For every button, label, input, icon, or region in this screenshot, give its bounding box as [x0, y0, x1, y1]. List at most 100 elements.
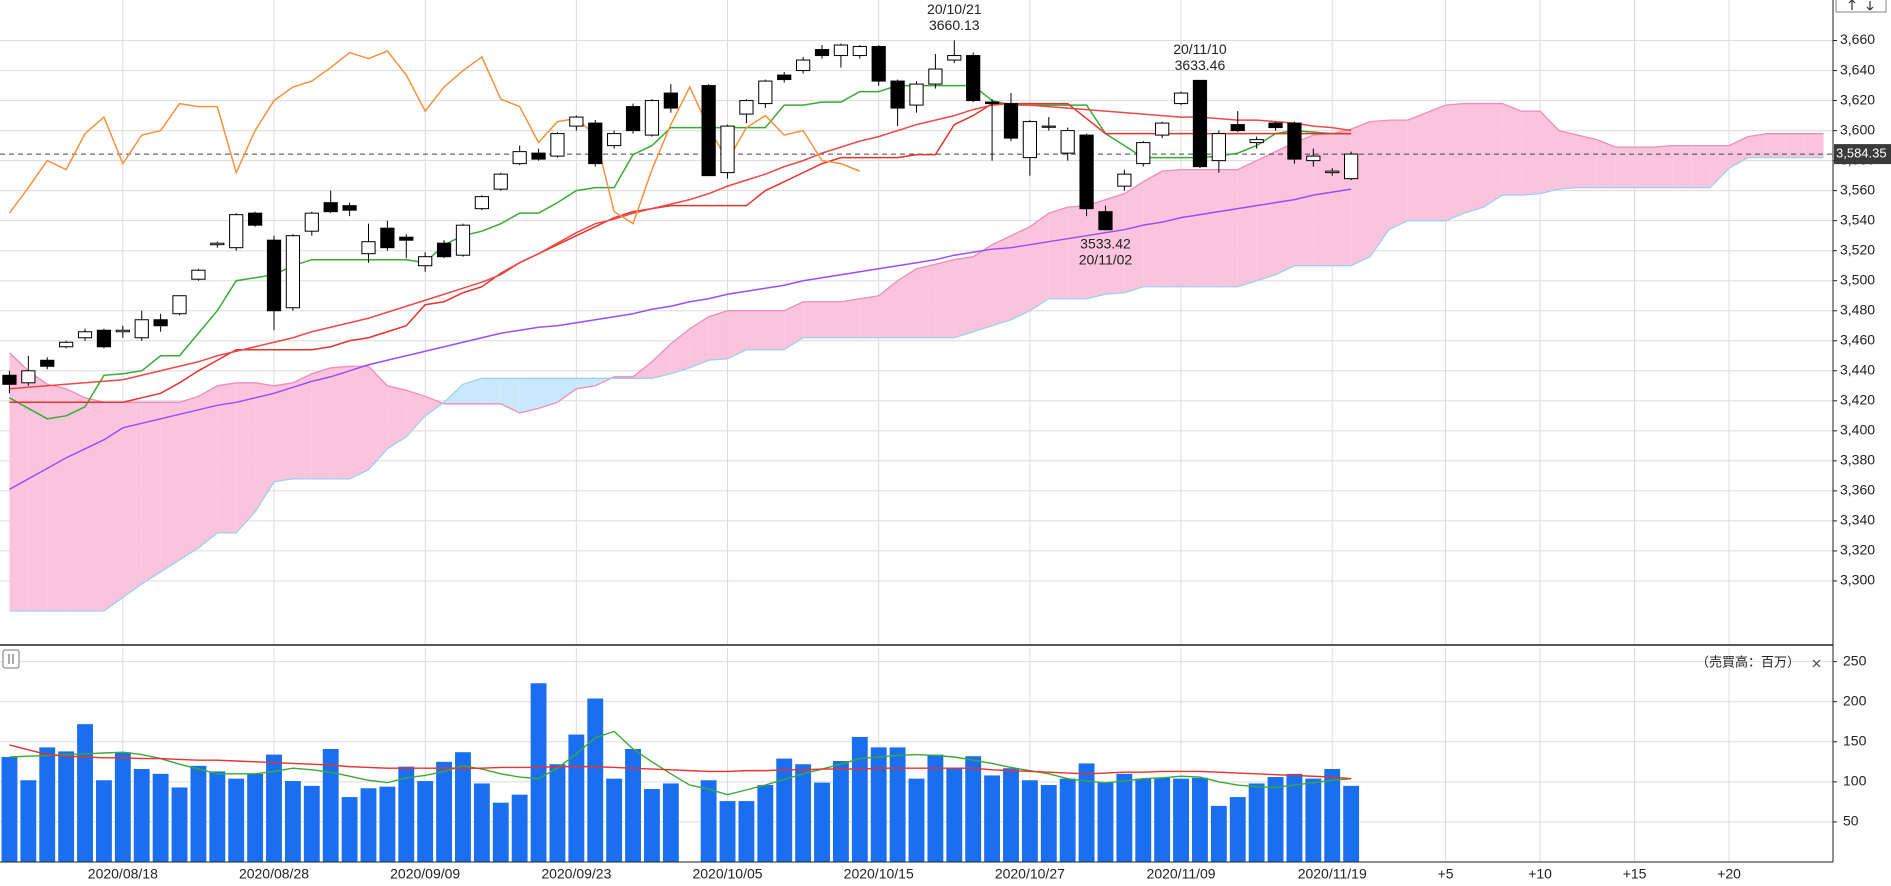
scale-icons[interactable]: [1835, 0, 1887, 13]
cloud-fill: [1502, 103, 1522, 196]
candle-body: [1344, 153, 1359, 180]
cloud-fill: [1313, 133, 1333, 266]
volume-bar: [1324, 769, 1341, 862]
close-icon[interactable]: [1812, 659, 1821, 668]
cloud-fill: [1181, 169, 1200, 287]
volume-bar: [77, 724, 93, 862]
volume-bar: [587, 698, 604, 862]
cloud-fill: [1275, 142, 1295, 275]
volume-unit-label: （売買高：百万）: [1696, 654, 1800, 669]
cloud-fill: [1256, 151, 1276, 281]
y-tick-label: 3,300: [1840, 572, 1875, 588]
candle-body: [304, 212, 319, 232]
candle-body: [890, 80, 905, 109]
cloud-fill: [368, 366, 388, 470]
price-line: [8, 50, 861, 225]
cloud-fill: [1766, 133, 1786, 158]
price-line: [9, 102, 1352, 390]
x-tick-label: 2020/10/27: [995, 866, 1065, 882]
volume-bar: [1135, 778, 1152, 862]
volume-bar: [360, 788, 377, 862]
candle-body: [342, 205, 357, 211]
volume-bar: [1192, 777, 1208, 862]
y-tick-label: 200: [1843, 692, 1867, 708]
y-tick-label: 250: [1843, 652, 1867, 668]
volume-bar: [757, 785, 774, 862]
cloud-fill: [1351, 121, 1371, 266]
y-tick-label: 3,460: [1840, 331, 1875, 347]
annotation-date: 20/10/21: [927, 1, 982, 17]
candle-body: [1079, 134, 1094, 210]
cloud-fill: [387, 385, 407, 449]
cloud-fill: [330, 366, 350, 479]
cloud-fill: [47, 384, 67, 611]
cloud-fill: [1634, 147, 1654, 188]
cloud-fill: [103, 402, 123, 611]
cloud-fill: [1162, 169, 1182, 287]
volume-bar: [530, 683, 547, 862]
candle-body: [418, 256, 433, 267]
x-tick-label: +20: [1717, 866, 1741, 882]
volume-bar: [870, 747, 887, 862]
y-tick-label: 3,500: [1840, 271, 1875, 287]
cloud-fill: [481, 378, 501, 404]
cloud-fill: [406, 390, 426, 437]
cloud-fill: [1577, 135, 1597, 188]
candle-body: [966, 55, 981, 102]
candle-body: [569, 116, 584, 127]
cloud-fill: [311, 367, 331, 479]
candle-body: [947, 55, 962, 61]
y-tick-label: 50: [1843, 813, 1859, 829]
cloud-fill: [1653, 145, 1673, 188]
candle-body: [266, 239, 282, 312]
volume-bar: [511, 794, 528, 862]
volume-bar: [1210, 805, 1227, 862]
candle-body: [1173, 92, 1189, 105]
volume-bar: [795, 764, 812, 862]
cloud-fill: [1804, 133, 1824, 158]
candle-body: [796, 59, 811, 72]
y-tick-label: 3,600: [1840, 121, 1875, 137]
cloud-fill: [727, 310, 747, 359]
volume-bar: [133, 769, 150, 862]
cloud-fill: [1747, 133, 1767, 158]
x-tick-label: 2020/08/18: [88, 866, 158, 882]
y-tick-label: 3,540: [1840, 211, 1875, 227]
cloud-fill: [1010, 226, 1030, 320]
candle-body: [1192, 79, 1208, 168]
cloud-fill: [179, 396, 199, 560]
annotation-date: 20/11/10: [1173, 41, 1227, 57]
volume-bar: [644, 789, 660, 862]
volume-bar: [1040, 785, 1057, 862]
cloud-fill: [292, 373, 312, 479]
candle-body: [229, 214, 244, 249]
volume-bar: [1021, 780, 1038, 862]
volume-bar: [266, 754, 282, 862]
candle-body: [115, 329, 130, 333]
cloud-fill: [1521, 111, 1541, 196]
candle-body: [40, 359, 55, 367]
y-tick-label: 3,380: [1840, 452, 1875, 468]
candle-body: [720, 125, 735, 174]
candle-body: [550, 133, 565, 157]
candle-body: [1155, 122, 1170, 136]
candle-body: [1003, 103, 1019, 139]
cloud-span-b: [9, 156, 1824, 612]
candle-body: [380, 227, 395, 249]
volume-bar: [719, 801, 736, 862]
y-tick-label: 3,660: [1840, 31, 1875, 47]
y-tick-label: 3,360: [1840, 482, 1875, 498]
candle-body: [777, 74, 792, 81]
annotation-value: 3660.13: [929, 17, 980, 33]
cloud-fill: [954, 256, 974, 338]
candle-body: [455, 224, 471, 256]
x-tick-label: 2020/11/09: [1147, 866, 1216, 882]
volume-bar: [625, 748, 641, 862]
candle-body: [285, 235, 301, 309]
volume-bar: [492, 802, 509, 862]
cloud-fill: [973, 244, 993, 332]
cloud-fill: [349, 366, 369, 479]
panel-handle-icon[interactable]: [2, 649, 20, 669]
candle-body: [1325, 170, 1340, 174]
